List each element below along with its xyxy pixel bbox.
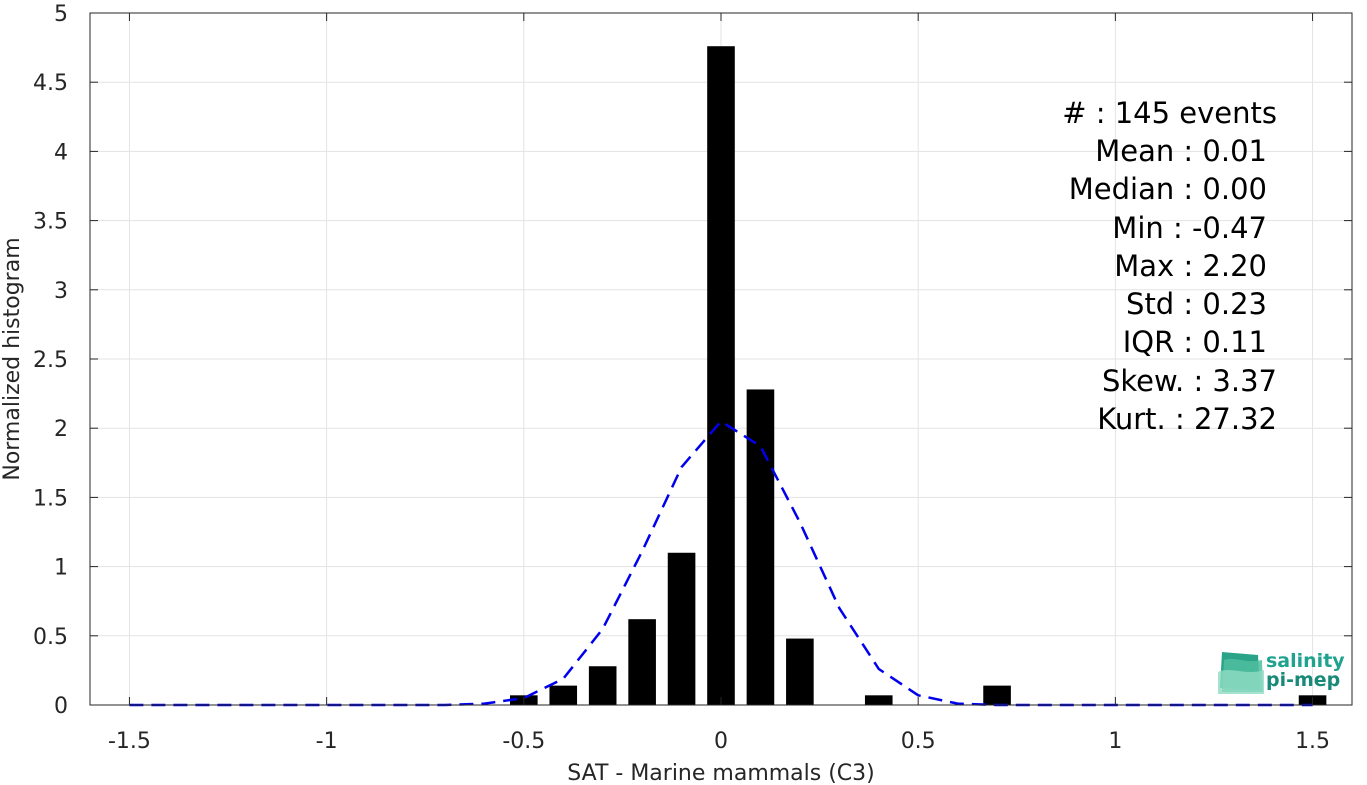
stat-std: Std : 0.23 [1126, 287, 1267, 321]
y-tick-label-6: 3 [54, 279, 68, 304]
x-tick-label-6: 1.5 [1295, 729, 1330, 754]
x-axis-label: SAT - Marine mammals (C3) [567, 761, 875, 785]
stat-events: # : 145 events [1062, 96, 1277, 130]
statistics-annotations: # : 145 events Mean : 0.01 Median : 0.00… [1062, 96, 1277, 436]
logo-line-1: salinity [1266, 650, 1345, 672]
x-tick-label-1: -1 [316, 729, 338, 754]
y-tick-label-2: 1 [54, 556, 68, 581]
y-tick-label-3: 1.5 [33, 486, 68, 511]
stat-mean: Mean : 0.01 [1095, 134, 1267, 168]
x-tick-label-3: 0 [714, 729, 728, 754]
histogram-bar-7 [786, 638, 814, 705]
x-tick-label-0: -1.5 [108, 729, 151, 754]
histogram-bar-9 [983, 685, 1011, 705]
histogram-bar-3 [628, 619, 656, 705]
stat-median: Median : 0.00 [1069, 172, 1267, 206]
histogram-bars [510, 46, 1327, 705]
histogram-bar-5 [707, 46, 735, 705]
y-tick-label-10: 5 [54, 2, 68, 27]
y-tick-label-8: 4 [54, 140, 68, 165]
x-tick-label-2: -0.5 [502, 729, 545, 754]
wave-icon [1218, 652, 1264, 694]
stat-iqr: IQR : 0.11 [1123, 325, 1267, 359]
axis-ticks [90, 12, 1352, 706]
stat-skew: Skew. : 3.37 [1102, 364, 1277, 398]
y-tick-label-0: 0 [54, 694, 68, 719]
y-axis-label: Normalized histogram [0, 237, 25, 480]
y-tick-label-4: 2 [54, 417, 68, 442]
y-tick-label-1: 0.5 [33, 625, 68, 650]
stat-min: Min : -0.47 [1112, 211, 1267, 245]
histogram-bar-2 [588, 666, 617, 705]
y-tick-labels: 0 0.5 1 1.5 2 2.5 3 3.5 4 4.5 5 [33, 2, 68, 719]
x-tick-label-4: 0.5 [901, 729, 936, 754]
logo-line-2: pi-mep [1266, 669, 1340, 691]
salinity-pimep-logo: salinity pi-mep [1218, 650, 1345, 694]
y-tick-label-7: 3.5 [33, 210, 68, 235]
y-tick-label-5: 2.5 [33, 348, 68, 373]
histogram-bar-6 [746, 389, 775, 705]
stat-max: Max : 2.20 [1114, 249, 1267, 283]
stat-kurt: Kurt. : 27.32 [1097, 402, 1277, 436]
histogram-bar-4 [667, 552, 696, 705]
histogram-bar-1 [549, 685, 578, 705]
y-tick-label-9: 4.5 [33, 71, 68, 96]
x-tick-label-5: 1 [1108, 729, 1122, 754]
x-tick-labels: -1.5 -1 -0.5 0 0.5 1 1.5 [108, 729, 1330, 754]
histogram-bar-8 [864, 695, 893, 705]
